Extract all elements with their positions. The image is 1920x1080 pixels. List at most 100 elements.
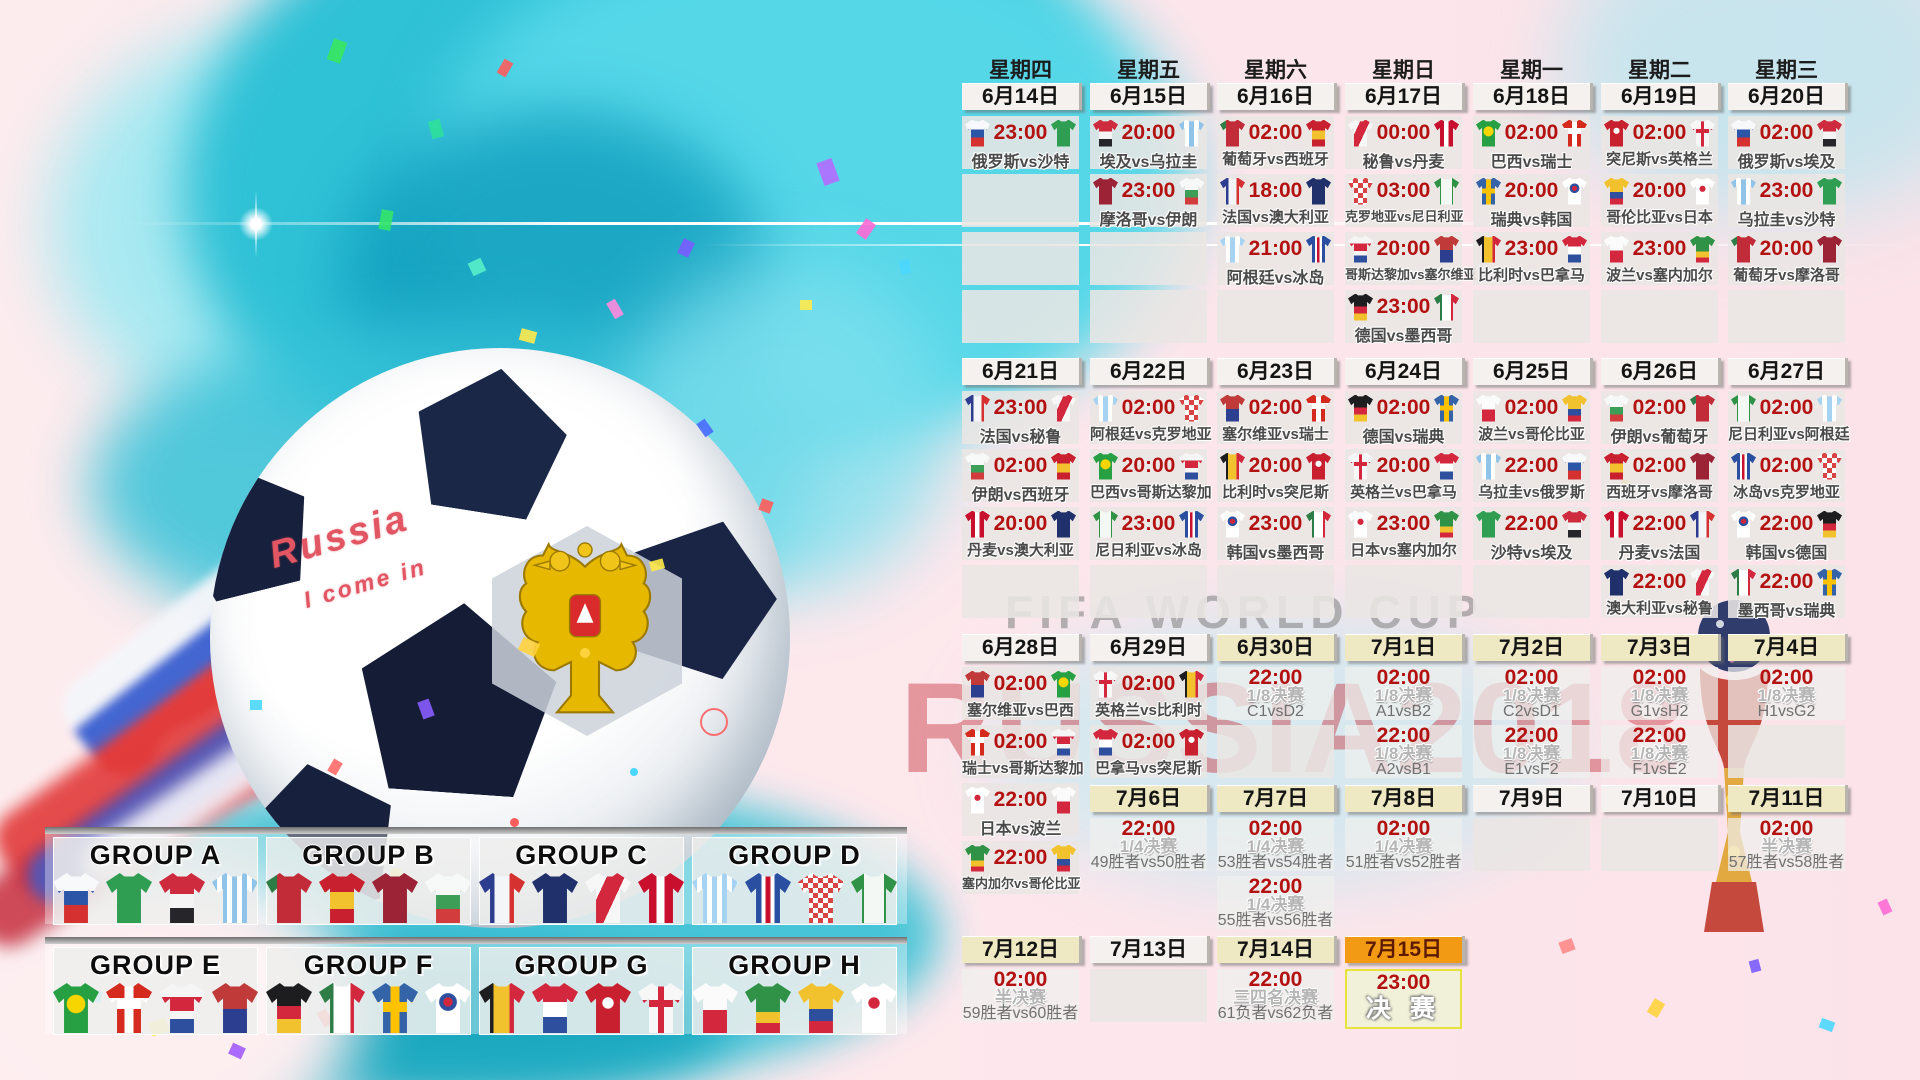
match-cell-top: 23:00 (1090, 507, 1207, 539)
date-button: 6月23日 (1217, 358, 1337, 385)
knockout-pairing: F1vsE2 (1632, 761, 1687, 778)
jersey-poland (692, 983, 738, 1033)
jersey-iceland (1731, 452, 1756, 480)
jersey-panama (1434, 452, 1459, 480)
match-cell: 22:00 墨西哥vs瑞典 (1728, 565, 1845, 620)
light-flare (120, 222, 1640, 225)
knockout-match-cell: 22:00 1/4决赛 55胜者vs56胜者 (1217, 876, 1334, 929)
match-cell: 02:00 英格兰vs比利时 (1090, 667, 1207, 720)
jersey-portugal (266, 873, 312, 923)
date-button: 6月29日 (1090, 634, 1210, 661)
match-time: 02:00 (993, 454, 1048, 477)
jersey-australia (532, 873, 578, 923)
match-cell-top: 02:00 (962, 725, 1079, 757)
group-jersey-row (479, 983, 684, 1033)
jersey-tunisia (1179, 728, 1204, 756)
match-time: 02:00 (1632, 454, 1687, 477)
match-name: 哥斯达黎加vs塞尔维亚 (1345, 267, 1477, 282)
knockout-stage-label: 1/8决赛 (1502, 744, 1561, 763)
match-cell: 23:00 比利时vs巴拿马 (1473, 232, 1590, 285)
match-time: 02:00 (993, 968, 1048, 991)
match-time: 20:00 (1121, 121, 1176, 144)
jersey-sweden (1817, 568, 1842, 596)
jersey-tunisia (1604, 119, 1629, 147)
match-time: 23:00 (1376, 512, 1431, 535)
match-cell: 02:00 德国vs瑞典 (1345, 391, 1462, 446)
match-cell: 20:00 比利时vs突尼斯 (1217, 449, 1334, 502)
jersey-panama (1562, 235, 1587, 263)
match-name: 沙特vs埃及 (1490, 545, 1573, 562)
jersey-russia (53, 873, 99, 923)
weekday-label: 星期一 (1500, 59, 1563, 82)
match-name: 巴拿马vs突尼斯 (1095, 760, 1202, 777)
match-time: 02:00 (1376, 396, 1431, 419)
jersey-brazil (53, 983, 99, 1033)
match-time: 23:00 (1759, 179, 1814, 202)
match-cell: 02:00 西班牙vs摩洛哥 (1601, 449, 1718, 502)
jersey-senegal (1690, 235, 1715, 263)
knockout-pairing: 57胜者vs58胜者 (1728, 854, 1845, 871)
match-cell-top: 03:00 (1345, 174, 1462, 206)
match-time: 18:00 (1248, 179, 1303, 202)
match-time: 02:00 (1376, 666, 1431, 689)
match-cell-top: 20:00 (1473, 174, 1590, 206)
match-name: 阿根廷vs克罗地亚 (1090, 426, 1212, 443)
match-time: 22:00 (1504, 454, 1559, 477)
empty-cell (1090, 290, 1207, 343)
match-time: 02:00 (993, 730, 1048, 753)
match-cell: 02:00 俄罗斯vs埃及 (1728, 116, 1845, 171)
jersey-russia (965, 119, 990, 147)
group-jersey-row (53, 873, 258, 923)
group-jersey-row (266, 983, 471, 1033)
match-cell-top: 20:00 (1728, 232, 1845, 264)
match-cell: 20:00 葡萄牙vs摩洛哥 (1728, 232, 1845, 285)
match-name: 乌拉圭vs沙特 (1737, 212, 1836, 229)
match-cell: 23:00 韩国vs墨西哥 (1217, 507, 1334, 562)
jersey-denmark (638, 873, 684, 923)
match-name: 日本vs波兰 (979, 821, 1062, 838)
date-button: 6月24日 (1345, 358, 1465, 385)
date-button: 6月28日 (962, 634, 1082, 661)
jersey-mexico (1731, 568, 1756, 596)
match-time: 23:00 (1376, 295, 1431, 318)
match-time: 02:00 (1504, 666, 1559, 689)
match-cell: 02:00 波兰vs哥伦比亚 (1473, 391, 1590, 444)
match-name: 巴西vs哥斯达黎加 (1090, 484, 1212, 501)
jersey-japan (851, 983, 897, 1033)
match-time: 03:00 (1376, 179, 1431, 202)
knockout-match-cell: 02:00 1/8决赛 G1vsH2 (1601, 667, 1718, 720)
empty-cell (1473, 565, 1590, 618)
jersey-egypt (1817, 119, 1842, 147)
jersey-spain (1604, 452, 1629, 480)
jersey-uruguay (1476, 452, 1501, 480)
match-cell-top: 22:00 (1601, 565, 1718, 597)
jersey-costa-rica (1348, 235, 1373, 263)
empty-cell (1473, 818, 1590, 871)
empty-cell (962, 232, 1079, 285)
empty-cell (1601, 818, 1718, 871)
sparkle-ring (700, 708, 728, 736)
date-button: 7月9日 (1473, 785, 1593, 812)
jersey-morocco (372, 873, 418, 923)
date-button: 6月26日 (1601, 358, 1721, 385)
match-name: 波兰vs塞内加尔 (1606, 267, 1713, 284)
knockout-stage-label: 1/8决赛 (1246, 686, 1305, 705)
match-cell: 22:00 韩国vs德国 (1728, 507, 1845, 562)
jersey-england (638, 983, 684, 1033)
match-cell: 02:00 瑞士vs哥斯达黎加 (962, 725, 1084, 778)
empty-cell (1217, 565, 1334, 618)
match-cell-top: 02:00 (1090, 667, 1207, 699)
jersey-belgium (1220, 452, 1245, 480)
jersey-morocco (1093, 177, 1118, 205)
knockout-pairing: E1vsF2 (1504, 761, 1559, 778)
jersey-uruguay (1179, 119, 1204, 147)
match-time: 02:00 (1248, 817, 1303, 840)
jersey-saudi-arabia (1817, 177, 1842, 205)
match-cell-top: 22:00 (1473, 449, 1590, 481)
match-cell-top: 22:00 (962, 783, 1079, 815)
date-button: 7月10日 (1601, 785, 1721, 812)
match-cell-top: 18:00 (1217, 174, 1334, 206)
jersey-iceland (745, 873, 791, 923)
match-name: 阿根廷vs冰岛 (1226, 270, 1325, 287)
empty-cell (1728, 725, 1845, 778)
